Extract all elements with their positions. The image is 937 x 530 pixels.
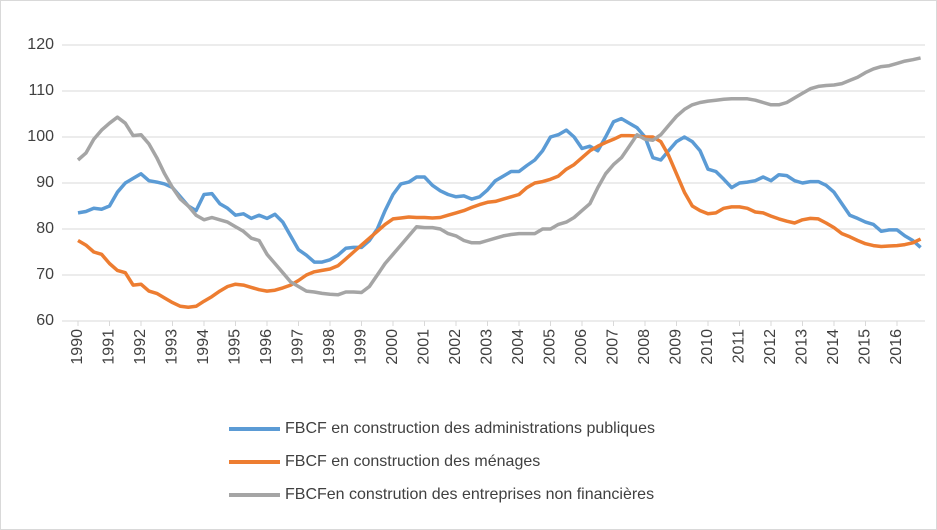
series-line xyxy=(76,56,921,297)
x-tick-label: 1993 xyxy=(164,329,181,365)
series-line xyxy=(77,133,922,309)
x-tick-label: 2016 xyxy=(888,329,905,365)
x-tick-label: 2012 xyxy=(762,329,779,365)
x-tick-label: 2000 xyxy=(384,329,401,365)
x-tick-label: 1998 xyxy=(321,329,338,365)
legend-label: FBCF en construction des administrations… xyxy=(285,420,655,437)
y-tick-label: 80 xyxy=(36,220,54,237)
x-tick-label: 2007 xyxy=(605,329,622,365)
x-tick-label: 2006 xyxy=(573,329,590,365)
series-line xyxy=(77,116,922,264)
y-tick-label: 120 xyxy=(27,36,54,53)
x-tick-label: 2005 xyxy=(542,329,559,365)
legend-label: FBCF en construction des ménages xyxy=(285,453,540,470)
x-tick-label: 1995 xyxy=(227,329,244,365)
x-tick-label: 2013 xyxy=(794,329,811,365)
x-tick-label: 1994 xyxy=(195,329,212,365)
y-tick-label: 110 xyxy=(28,82,54,99)
x-tick-label: 1991 xyxy=(101,329,118,365)
y-tick-label: 90 xyxy=(36,174,54,191)
legend-label: FBCFen constrution des entreprises non f… xyxy=(285,486,654,503)
x-tick-label: 2002 xyxy=(447,329,464,365)
x-tick-label: 1990 xyxy=(69,329,86,365)
y-tick-label: 70 xyxy=(36,266,54,283)
x-tick-label: 2015 xyxy=(857,329,874,365)
x-tick-label: 2003 xyxy=(479,329,496,365)
x-tick-label: 1997 xyxy=(290,329,307,365)
x-tick-label: 1992 xyxy=(132,329,149,365)
x-tick-label: 2004 xyxy=(510,329,527,365)
x-tick-label: 2010 xyxy=(699,329,716,365)
x-tick-label: 1999 xyxy=(353,329,370,365)
x-tick-label: 2009 xyxy=(668,329,685,365)
y-tick-label: 100 xyxy=(27,128,54,145)
x-tick-label: 1996 xyxy=(258,329,275,365)
y-tick-label: 60 xyxy=(36,312,54,329)
x-tick-label: 2011 xyxy=(731,329,748,364)
x-tick-label: 2001 xyxy=(416,329,433,365)
x-tick-label: 2008 xyxy=(636,329,653,365)
x-tick-label: 2014 xyxy=(825,329,842,365)
